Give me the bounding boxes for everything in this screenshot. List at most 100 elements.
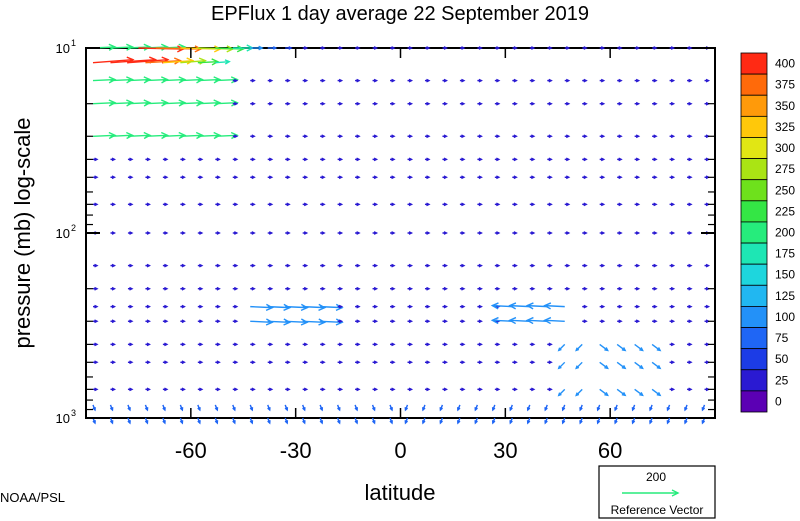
vector-arrow [442, 175, 448, 180]
colorbar-swatch [740, 158, 768, 181]
vector-arrow [232, 319, 239, 324]
vector-arrow [424, 286, 431, 291]
vector-arrow [456, 404, 461, 412]
vector-arrow [127, 404, 131, 412]
vector-arrow [529, 134, 536, 139]
vector-arrow [459, 342, 466, 347]
vector-arrow [491, 404, 496, 412]
vector-arrow [372, 46, 379, 50]
vector-arrow [512, 175, 518, 180]
vector-arrow [92, 76, 117, 84]
vector-arrow [390, 319, 396, 324]
vector-arrow [180, 342, 186, 347]
vector-arrow [232, 44, 255, 52]
vector-arrow [547, 78, 553, 83]
vector-arrow [267, 318, 292, 326]
vector-arrow [302, 286, 309, 291]
vector-arrow [390, 304, 396, 309]
vector-arrow [250, 263, 256, 268]
vector-arrow [180, 360, 186, 365]
y-tick-exponent: 1 [71, 38, 76, 48]
vector-arrow [320, 78, 326, 83]
vector-arrow [197, 131, 222, 140]
vector-arrow [617, 286, 623, 291]
vector-arrow [424, 231, 431, 235]
vector-arrow [599, 134, 606, 139]
vector-arrow [564, 101, 571, 106]
vector-arrow [179, 417, 184, 425]
vector-arrow [180, 387, 186, 392]
vector-arrow [616, 361, 627, 370]
vector-arrow [162, 404, 166, 412]
vector-arrow [197, 304, 204, 309]
vector-field [92, 43, 711, 425]
vector-arrow [250, 342, 256, 347]
vector-arrow [442, 231, 448, 235]
vector-arrow [355, 231, 361, 235]
vector-arrow [512, 157, 518, 162]
vector-arrow [684, 417, 688, 425]
vector-arrow [669, 360, 676, 365]
vector-arrow [564, 78, 571, 83]
vector-arrow [477, 157, 483, 162]
vector-arrow [494, 78, 501, 83]
vector-arrow [372, 101, 379, 106]
vector-arrow [459, 319, 466, 324]
vector-arrow [512, 202, 518, 207]
vector-arrow [250, 45, 264, 51]
vector-arrow [582, 46, 588, 50]
vector-arrow [564, 175, 571, 180]
x-tick-label: 30 [493, 438, 517, 463]
vector-arrow [389, 417, 393, 425]
vector-arrow [180, 202, 186, 207]
vector-arrow [529, 263, 536, 268]
vector-arrow [477, 263, 483, 268]
vector-arrow [424, 46, 431, 50]
vector-arrow [372, 202, 379, 207]
vector-arrow [197, 360, 204, 365]
vector-arrow [337, 157, 344, 162]
colorbar-swatch [740, 306, 768, 328]
vector-arrow [285, 263, 291, 268]
vector-arrow [649, 417, 653, 425]
vector-arrow [547, 360, 553, 365]
vector-arrow [180, 76, 204, 84]
vector-arrow [512, 101, 518, 106]
vector-arrow [616, 388, 627, 397]
vector-arrow [371, 417, 376, 425]
vector-arrow [404, 404, 409, 412]
colorbar-label: 225 [775, 204, 795, 218]
vector-arrow [407, 78, 414, 83]
vector-arrow [687, 46, 693, 50]
vector-arrow [127, 131, 152, 140]
vector-arrow [687, 319, 693, 324]
vector-arrow [687, 157, 693, 162]
vector-arrow [564, 263, 571, 268]
vector-arrow [215, 286, 221, 291]
colorbar-label: 175 [775, 247, 795, 261]
vector-arrow [267, 101, 274, 106]
vector-arrow [285, 318, 309, 326]
vector-arrow [494, 286, 501, 291]
vector-arrow [529, 46, 536, 50]
vector-arrow [215, 99, 239, 107]
y-tick-label: 10 [56, 411, 70, 426]
vector-arrow [494, 342, 501, 347]
vector-arrow [544, 404, 548, 412]
vector-arrow [529, 101, 536, 106]
vector-arrow [145, 76, 169, 84]
vector-arrow [285, 134, 291, 139]
vector-arrow [162, 263, 169, 268]
vector-arrow [232, 78, 239, 83]
vector-arrow [634, 175, 641, 180]
vector-arrow [494, 263, 501, 268]
vector-arrow [302, 318, 327, 326]
vector-arrow [634, 319, 641, 324]
colorbar-swatch [740, 284, 768, 307]
colorbar-label: 375 [775, 78, 795, 92]
vector-arrow [669, 286, 676, 291]
vector-arrow [547, 157, 553, 162]
vector-arrow [390, 342, 396, 347]
vector-arrow [687, 202, 693, 207]
vector-arrow [197, 342, 204, 347]
